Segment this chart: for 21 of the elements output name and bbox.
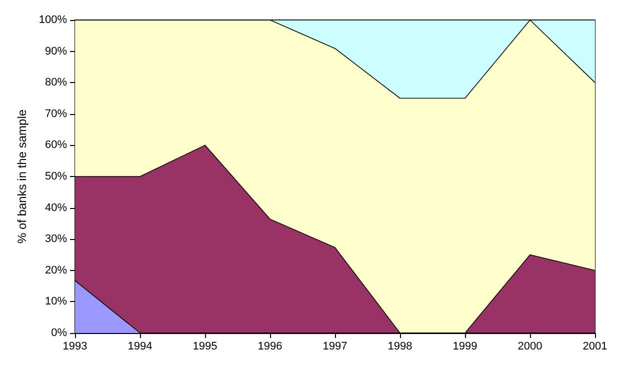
- y-tick-label: 0%: [51, 327, 68, 339]
- y-tick-label: 100%: [38, 14, 68, 26]
- y-tick-label: 60%: [45, 139, 68, 152]
- x-tick-label: 1997: [322, 340, 348, 352]
- y-tick-label: 90%: [45, 45, 68, 58]
- y-tick-label: 70%: [45, 108, 68, 120]
- x-tick-label: 1999: [452, 340, 478, 352]
- y-tick-label: 20%: [45, 264, 68, 276]
- y-tick-label: 10%: [45, 296, 68, 308]
- x-tick-label: 2000: [518, 340, 542, 352]
- y-tick-label: 80%: [45, 76, 68, 89]
- x-tick-label: 1995: [192, 340, 218, 352]
- x-tick-label: 1993: [62, 340, 88, 352]
- x-tick-label: 1998: [388, 340, 412, 352]
- x-tick-label: 1996: [258, 340, 282, 352]
- x-tick-label: 2001: [582, 340, 608, 352]
- y-tick-label: 30%: [45, 233, 68, 246]
- y-axis-title: % of banks in the sample: [15, 109, 29, 244]
- x-tick-label: 1994: [128, 340, 152, 352]
- y-tick-label: 50%: [45, 170, 68, 182]
- y-tick-label: 40%: [45, 202, 68, 214]
